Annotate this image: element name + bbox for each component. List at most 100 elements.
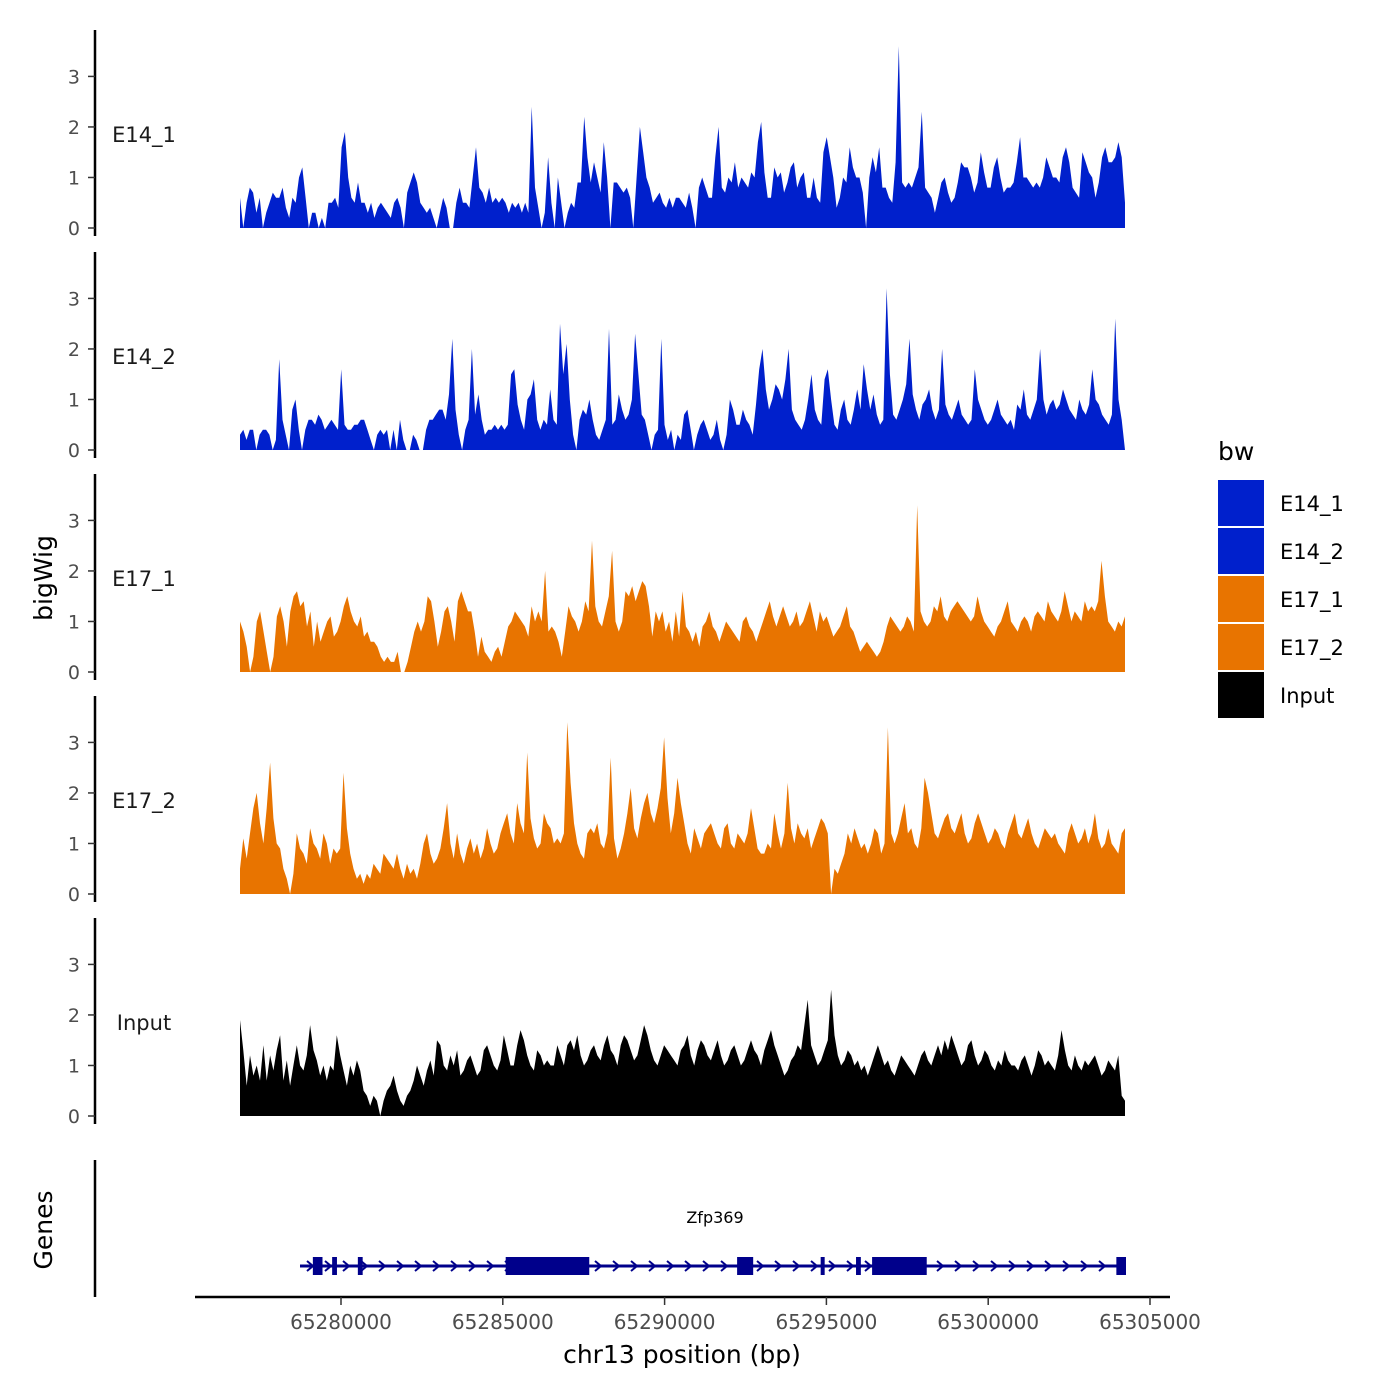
strand-arrow — [450, 1260, 459, 1272]
gene-exon — [332, 1257, 337, 1275]
strand-arrow — [612, 1260, 621, 1272]
x-axis: 65280000 65285000 65290000 65295000 65300000… — [195, 1295, 1201, 1334]
y-tick-label: 3 — [68, 510, 80, 532]
y-tick-label: 0 — [68, 218, 80, 240]
strand-arrow — [1098, 1260, 1107, 1272]
strand-arrow — [432, 1260, 441, 1272]
gene-exon — [312, 1257, 323, 1275]
area-E14_1 — [240, 46, 1125, 228]
x-tick-label: 65285000 — [452, 1310, 554, 1334]
gene-exon — [872, 1257, 927, 1275]
track-E14_1: 0 1 2 3 E14_1 — [68, 30, 1125, 240]
strand-arrow — [1080, 1260, 1089, 1272]
strand-arrow — [936, 1260, 945, 1272]
y-tick-label: 2 — [68, 561, 80, 583]
y-tick-label: 3 — [68, 66, 80, 88]
y-tick-label: 1 — [68, 389, 80, 411]
track-E17_1: 0 1 2 3 E17_1 — [68, 474, 1125, 684]
area-Input — [240, 989, 1125, 1116]
legend-title: bw — [1218, 437, 1254, 466]
strand-arrow — [954, 1260, 963, 1272]
gene-exon — [737, 1257, 754, 1275]
track-E17_2: 0 1 2 3 E17_2 — [68, 696, 1125, 906]
y-tick-label: 3 — [68, 954, 80, 976]
strand-arrow — [342, 1260, 351, 1272]
strand-arrow — [1026, 1260, 1035, 1272]
strand-arrow — [810, 1260, 819, 1272]
gene-exon — [1116, 1257, 1126, 1275]
gene-exon — [357, 1257, 363, 1275]
y-tick-label: 3 — [68, 288, 80, 310]
strand-arrow — [990, 1260, 999, 1272]
legend-label: E14_2 — [1280, 540, 1344, 565]
gene-exon — [856, 1257, 861, 1275]
y-tick-label: 1 — [68, 833, 80, 855]
legend-swatch — [1218, 528, 1264, 574]
strand-arrow — [324, 1260, 333, 1272]
strand-arrow — [1062, 1260, 1071, 1272]
strand-arrow — [792, 1260, 801, 1272]
strand-arrow — [414, 1260, 423, 1272]
strand-arrow — [360, 1260, 369, 1272]
legend-swatch — [1218, 576, 1264, 622]
x-tick-label: 65305000 — [1099, 1310, 1201, 1334]
legend-swatch — [1218, 480, 1264, 526]
area-E17_1 — [240, 505, 1125, 672]
y-tick-label: 0 — [68, 662, 80, 684]
y-tick-label: 1 — [68, 1055, 80, 1077]
x-tick-label: 65290000 — [614, 1310, 716, 1334]
strand-arrow — [1044, 1260, 1053, 1272]
strand-arrow — [396, 1260, 405, 1272]
y-tick-label: 0 — [68, 884, 80, 906]
track-Input: 0 1 2 3 Input — [68, 918, 1125, 1128]
strand-arrow — [594, 1260, 603, 1272]
strand-arrow — [684, 1260, 693, 1272]
strand-arrow — [828, 1260, 837, 1272]
track-label: Input — [117, 1011, 171, 1035]
y-tick-label: 1 — [68, 611, 80, 633]
area-E14_2 — [240, 288, 1125, 450]
strand-arrow — [666, 1260, 675, 1272]
track-label: E14_2 — [112, 345, 176, 370]
x-axis-title: chr13 position (bp) — [563, 1340, 801, 1369]
y-tick-label: 2 — [68, 783, 80, 805]
legend-swatch — [1218, 672, 1264, 718]
gene-name-label: Zfp369 — [686, 1208, 743, 1227]
y-tick-label: 2 — [68, 1005, 80, 1027]
legend-label: E17_1 — [1280, 588, 1344, 613]
gene-exon — [820, 1257, 825, 1275]
y-tick-label: 0 — [68, 440, 80, 462]
legend: bw E14_1 E14_2 E17_1 E17_2 Input — [1218, 437, 1344, 718]
strand-arrow — [846, 1260, 855, 1272]
strand-arrow — [774, 1260, 783, 1272]
y-axis-title: bigWig — [29, 535, 58, 621]
gene-track: Genes Zfp369 — [29, 1160, 1126, 1297]
gene-track-title: Genes — [29, 1190, 58, 1269]
strand-arrow — [486, 1260, 495, 1272]
legend-label: E17_2 — [1280, 636, 1344, 661]
strand-arrow — [1008, 1260, 1017, 1272]
x-tick-label: 65280000 — [290, 1310, 392, 1334]
x-tick-label: 65295000 — [776, 1310, 878, 1334]
gene-exon — [505, 1257, 590, 1275]
track-label: E17_1 — [112, 567, 176, 592]
x-tick-label: 65300000 — [937, 1310, 1039, 1334]
y-tick-label: 0 — [68, 1106, 80, 1128]
strand-arrow — [972, 1260, 981, 1272]
strand-arrow — [702, 1260, 711, 1272]
y-tick-label: 2 — [68, 117, 80, 139]
strand-arrow — [756, 1260, 765, 1272]
track-label: E17_2 — [112, 789, 176, 814]
strand-arrow — [720, 1260, 729, 1272]
y-tick-label: 1 — [68, 167, 80, 189]
track-E14_2: 0 1 2 3 E14_2 — [68, 252, 1125, 462]
area-E17_2 — [240, 722, 1125, 894]
strand-arrow — [378, 1260, 387, 1272]
legend-label: E14_1 — [1280, 492, 1344, 517]
y-tick-label: 3 — [68, 732, 80, 754]
strand-arrow — [864, 1260, 873, 1272]
y-tick-label: 2 — [68, 339, 80, 361]
strand-arrow — [468, 1260, 477, 1272]
strand-arrow — [630, 1260, 639, 1272]
